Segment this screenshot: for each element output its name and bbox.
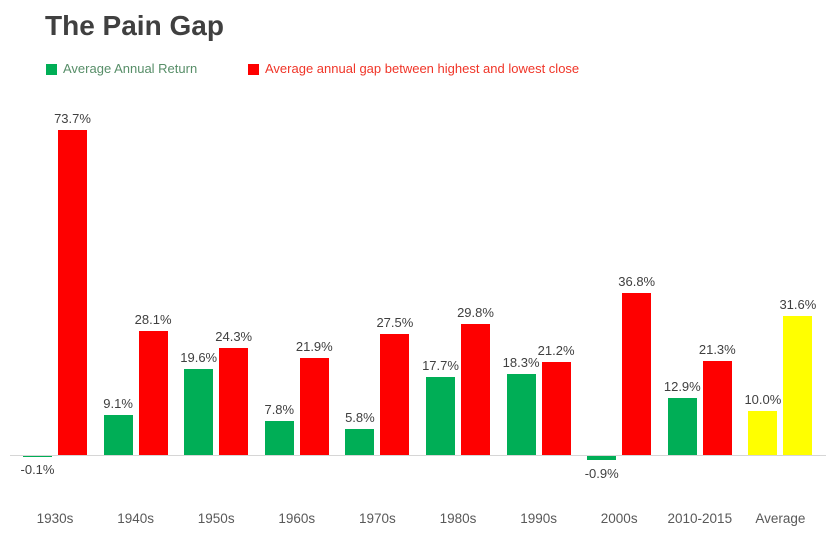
legend-item-average-annual-gap: Average annual gap between highest and l… <box>248 62 579 76</box>
bar-return-1970s <box>345 429 375 455</box>
value-label-gap-1940s: 28.1% <box>134 312 172 328</box>
value-label-gap-1990s: 21.2% <box>537 342 575 358</box>
bar-gap-1950s <box>219 347 249 455</box>
x-axis-label-1990s: 1990s <box>520 511 557 526</box>
bar-return-2000s <box>587 456 617 460</box>
value-label-gap-1930s: 73.7% <box>54 110 91 126</box>
bar-gap-1960s <box>299 358 329 455</box>
value-label-gap-1950s: 24.3% <box>215 328 253 344</box>
chart-title: The Pain Gap <box>45 10 224 41</box>
value-label-return-1940s: 9.1% <box>103 395 133 411</box>
bar-return-1960s <box>264 420 294 455</box>
value-label-gap-1970s: 27.5% <box>376 314 414 330</box>
value-label-return-2010-2015: 12.9% <box>663 379 701 395</box>
value-label-gap-1960s: 21.9% <box>295 339 333 355</box>
value-label-return-1950s: 19.6% <box>180 349 218 365</box>
value-label-gap-2000s: 36.8% <box>618 273 656 289</box>
bar-gap-1930s <box>58 129 87 455</box>
legend-swatch-green <box>46 63 57 75</box>
bar-return-1940s <box>103 414 133 455</box>
value-label-return-average: 10.0% <box>744 391 782 407</box>
value-label-return-2000s: -0.9% <box>584 465 619 481</box>
bar-gap-1940s <box>138 331 168 455</box>
x-axis-label-1930s: 1930s <box>36 511 74 526</box>
bar-gap-1970s <box>380 333 410 455</box>
legend-swatch-red <box>248 63 259 75</box>
x-axis-label-1980s: 1980s <box>439 511 477 526</box>
bar-gap-1980s <box>461 323 490 455</box>
value-label-return-1970s: 5.8% <box>345 410 375 426</box>
legend-label-average-annual-gap: Average annual gap between highest and l… <box>265 61 580 76</box>
x-axis-label-1970s: 1970s <box>358 511 396 526</box>
bar-return-1950s <box>184 368 214 455</box>
value-label-return-1980s: 17.7% <box>422 357 459 373</box>
bar-gap-2000s <box>622 292 652 455</box>
x-axis-label-1950s: 1950s <box>197 511 235 526</box>
bar-return-2010-2015 <box>667 398 697 455</box>
bar-gap-average <box>783 315 813 455</box>
x-axis-line <box>10 455 826 456</box>
x-axis-label-average: Average <box>755 511 806 526</box>
x-axis-label-2000s: 2000s <box>600 511 638 526</box>
bar-return-average <box>748 410 778 455</box>
bar-gap-2010-2015 <box>702 361 732 455</box>
bar-return-1980s <box>426 376 455 455</box>
legend: Average Annual Return Average annual gap… <box>0 62 835 78</box>
value-label-return-1930s: -0.1% <box>20 462 55 478</box>
x-axis-label-2010-2015: 2010-2015 <box>667 511 733 526</box>
bar-return-1990s <box>506 374 536 455</box>
x-axis-label-1960s: 1960s <box>278 511 316 526</box>
legend-label-average-annual-return: Average Annual Return <box>63 61 198 76</box>
value-label-gap-2010-2015: 21.3% <box>698 342 736 358</box>
value-label-gap-1980s: 29.8% <box>457 304 494 320</box>
value-label-gap-average: 31.6% <box>779 296 817 312</box>
x-axis-label-1940s: 1940s <box>117 511 154 526</box>
bar-gap-1990s <box>541 361 571 455</box>
legend-item-average-annual-return: Average Annual Return <box>46 62 197 76</box>
value-label-return-1990s: 18.3% <box>502 355 540 371</box>
value-label-return-1960s: 7.8% <box>264 401 295 417</box>
